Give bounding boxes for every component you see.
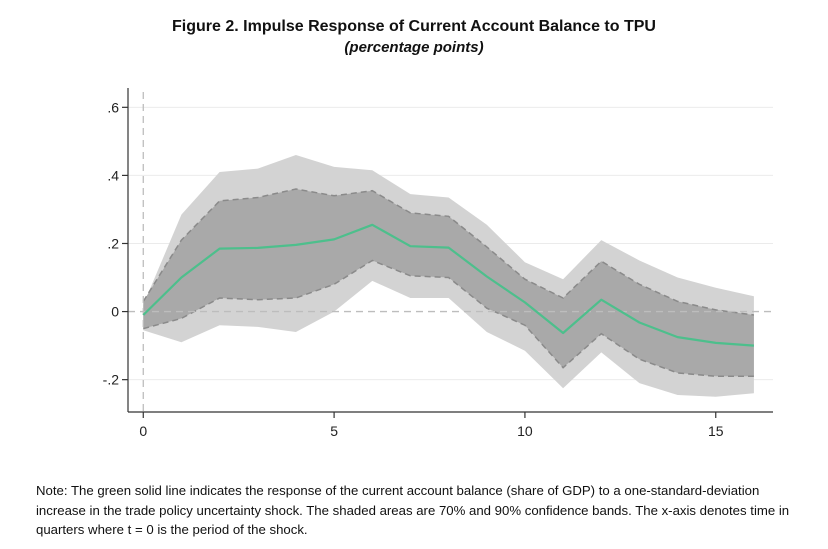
figure-note: Note: The green solid line indicates the… (36, 483, 790, 537)
y-tick-label-1: 0 (111, 304, 119, 320)
x-tick-label-1: 5 (330, 423, 338, 439)
y-tick-label-4: .6 (107, 99, 119, 115)
band-70-upper-edge (142, 188, 754, 316)
y-tick-label-3: .4 (107, 167, 119, 183)
response-line (142, 223, 754, 347)
impulse-response-chart: -.2 0 .2 .4 .6 0 5 10 15 (103, 88, 773, 439)
band-70 (143, 189, 754, 377)
chart-title: Figure 2. Impulse Response of Current Ac… (172, 18, 656, 35)
x-tick-label-3: 15 (708, 423, 724, 439)
chart-subtitle: (percentage points) (344, 39, 484, 56)
x-tick-label-2: 10 (517, 423, 533, 439)
x-tick-label-0: 0 (139, 423, 147, 439)
y-tick-label-2: .2 (107, 235, 119, 251)
y-tick-label-0: -.2 (103, 372, 120, 388)
band-70-lower-edge (143, 259, 754, 378)
